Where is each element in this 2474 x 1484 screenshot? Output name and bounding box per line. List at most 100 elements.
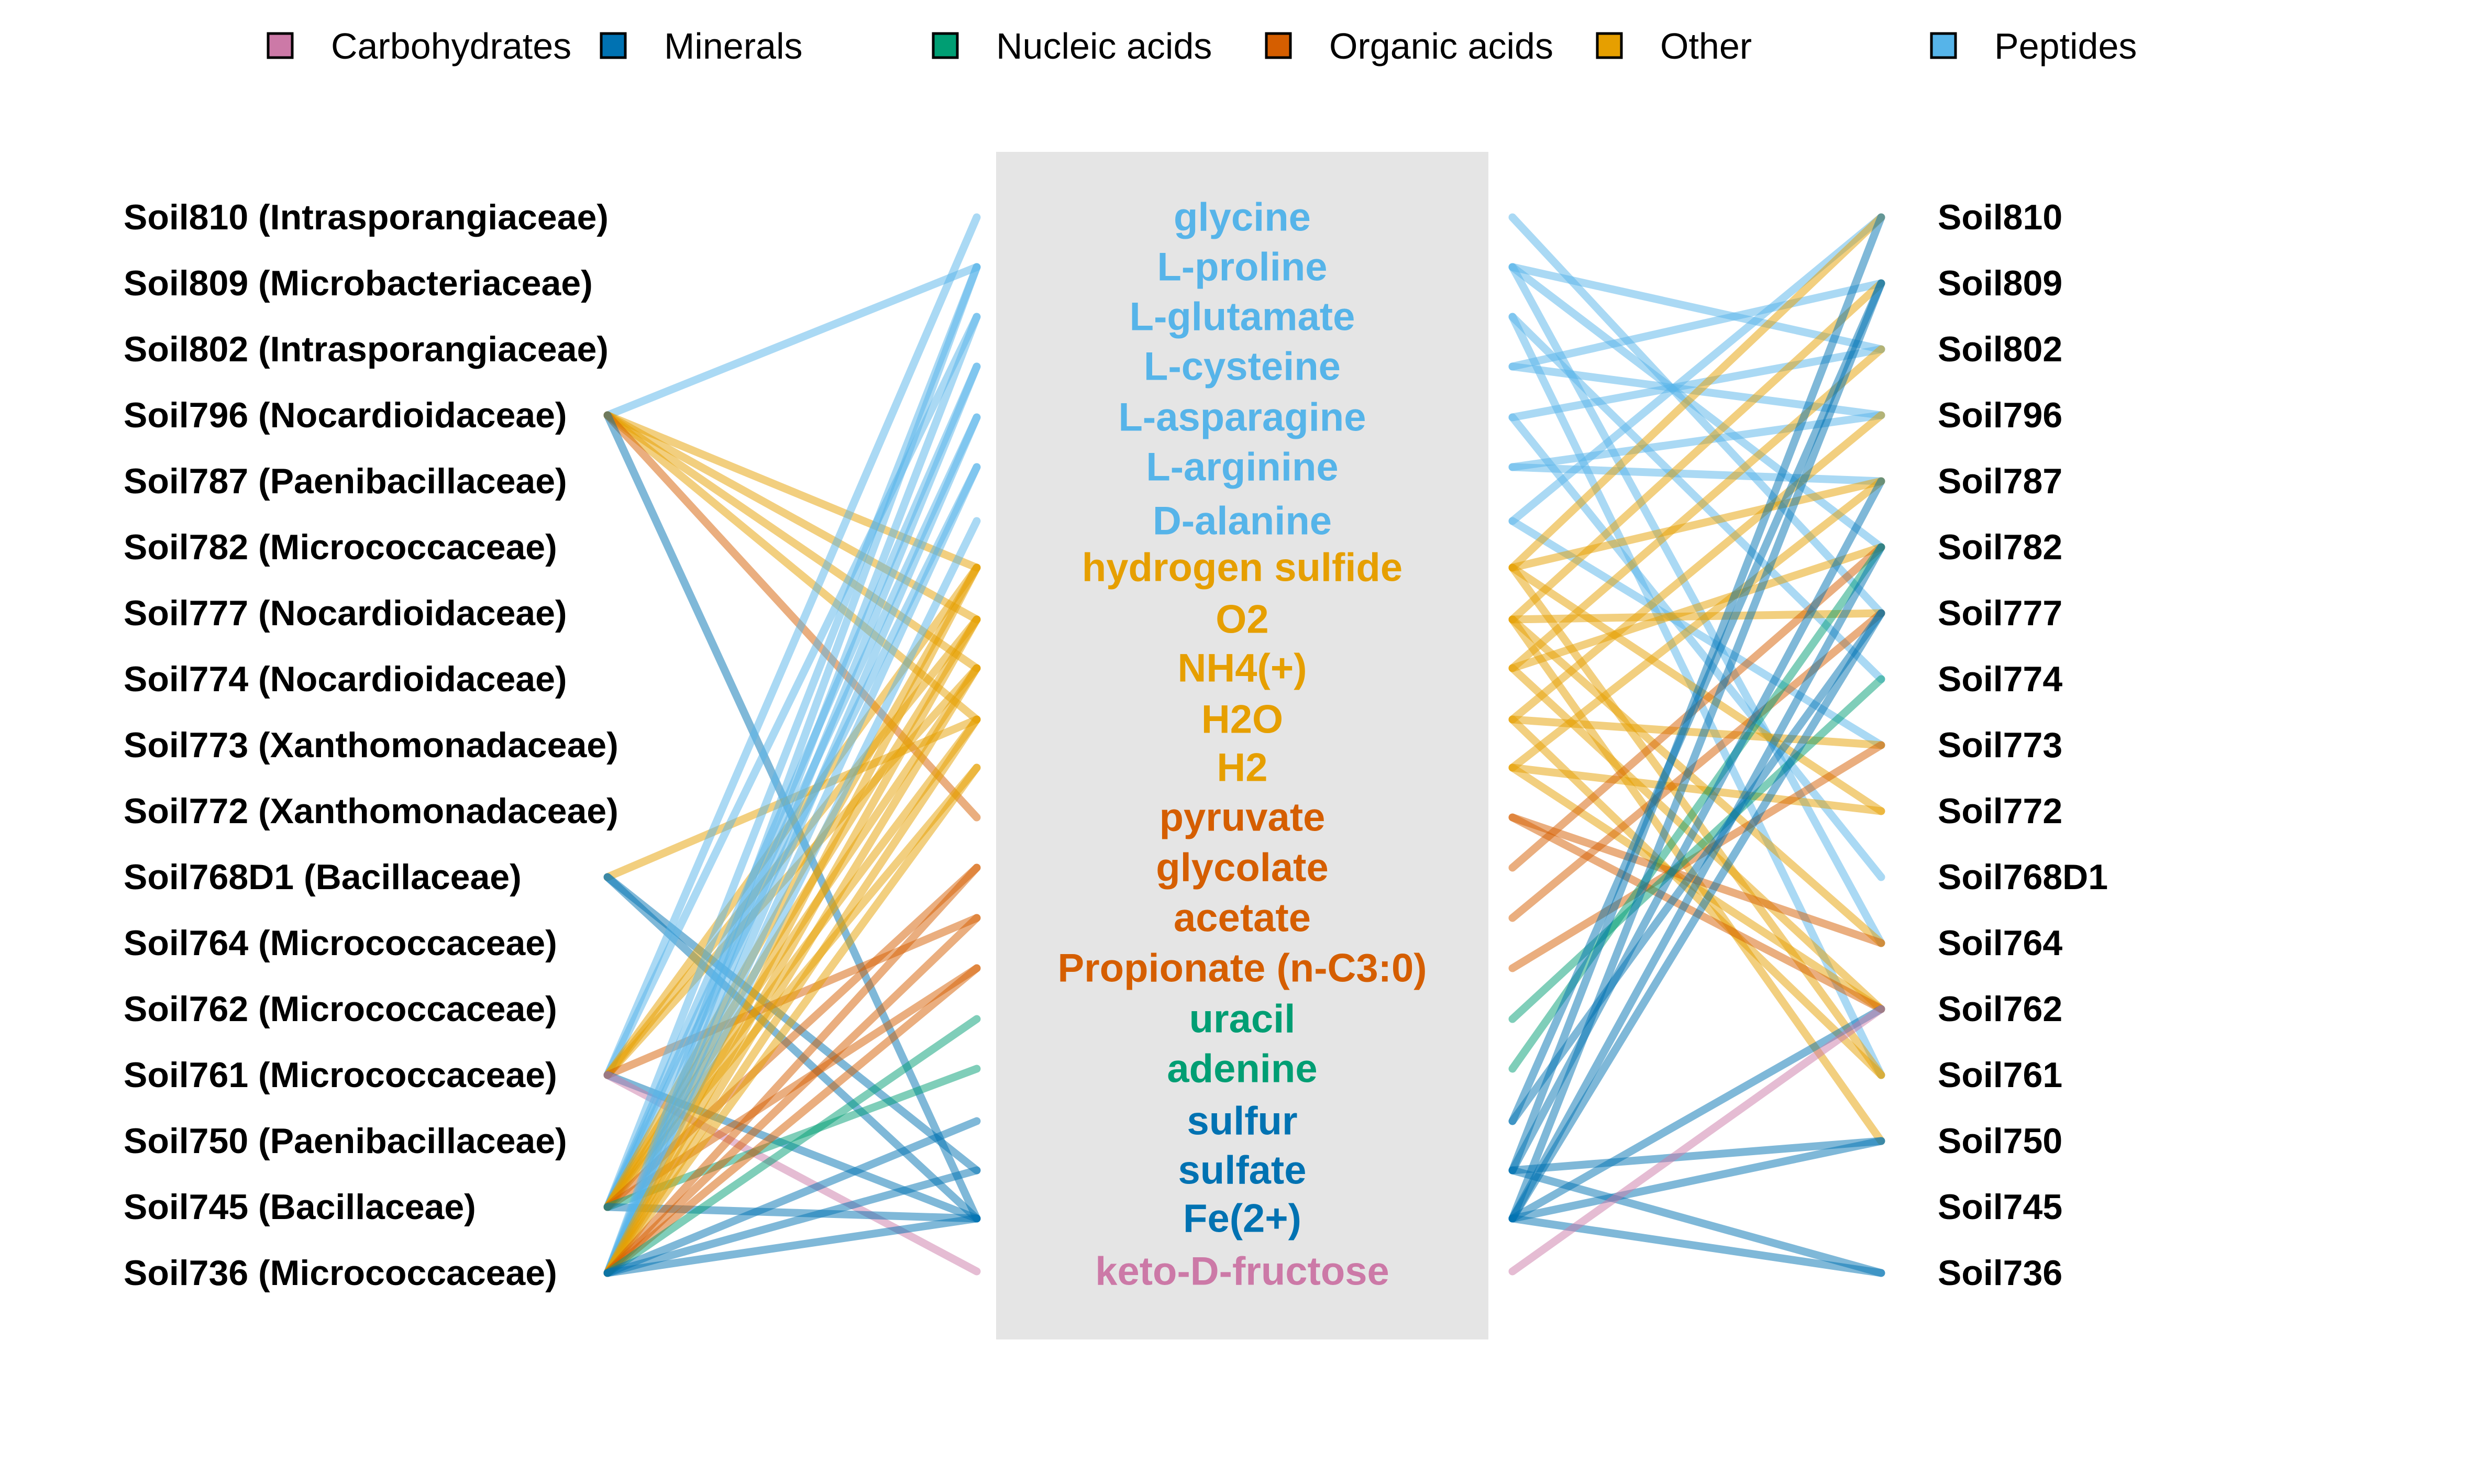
link-soil736-h2 (603, 763, 981, 1277)
right-links (1508, 213, 1885, 1277)
metabolite-acetate: acetate (1174, 896, 1311, 940)
left-label-soil782: Soil782 (Micrococcaceae) (124, 527, 557, 567)
right-label-soil796: Soil796 (1938, 395, 2062, 435)
link-fe-2-soil777 (1508, 609, 1885, 1223)
right-label-soil736: Soil736 (1938, 1253, 2062, 1293)
link-hydrogen-sulfide-soil810 (1508, 213, 1885, 572)
link-soil736-h2o (603, 715, 981, 1277)
link-soil736-nh4 (603, 664, 981, 1277)
metabolite-uracil: uracil (1189, 997, 1296, 1042)
left-label-soil777: Soil777 (Nocardioidaceae) (124, 593, 567, 633)
link-fe-2-soil762 (1508, 1005, 1885, 1223)
link-l-cysteine-soil809 (1508, 279, 1885, 371)
legend-label-peptides: Peptides (1994, 26, 2137, 67)
link-soil736-fe-2 (603, 1214, 981, 1277)
left-label-soil809: Soil809 (Microbacteriaceae) (124, 263, 593, 303)
metabolite-keto-d-fructose: keto-D-fructose (1095, 1249, 1389, 1294)
right-label-soil774: Soil774 (1938, 659, 2062, 699)
link-sulfate-soil750 (1508, 1137, 1885, 1175)
left-label-soil772: Soil772 (Xanthomonadaceae) (124, 791, 619, 831)
metabolite-propionate-n-c3-0: Propionate (n-C3:0) (1057, 946, 1427, 991)
left-label-soil761: Soil761 (Micrococcaceae) (124, 1055, 557, 1095)
link-d-alanine-soil810 (1508, 213, 1885, 525)
right-label-soil810: Soil810 (1938, 197, 2062, 237)
link-sulfate-soil810 (1508, 213, 1885, 1175)
link-soil796-nh4 (603, 411, 981, 672)
metabolite-l-arginine: L-arginine (1146, 445, 1338, 490)
link-l-asparagine-soil802 (1508, 345, 1885, 422)
legend-label-other: Other (1660, 26, 1752, 67)
link-nh4-soil782 (1508, 543, 1885, 672)
link-soil736-propionate-n-c3-0 (603, 964, 981, 1277)
right-label-soil777: Soil777 (1938, 593, 2062, 633)
left-label-soil774: Soil774 (Nocardioidaceae) (124, 659, 567, 699)
link-soil736-l-arginine (603, 463, 981, 1277)
link-soil736-uracil (603, 1015, 981, 1277)
left-label-soil736: Soil736 (Micrococcaceae) (124, 1253, 557, 1293)
link-propionate-n-c3-0-soil773 (1508, 741, 1885, 972)
metabolite-l-glutamate: L-glutamate (1130, 295, 1355, 339)
link-h2o-soil796 (1508, 411, 1885, 724)
metabolite-sulfate: sulfate (1178, 1148, 1307, 1193)
right-label-soil782: Soil782 (1938, 527, 2062, 567)
right-label-soil764: Soil764 (1938, 923, 2062, 963)
right-label-soil809: Soil809 (1938, 263, 2062, 303)
legend-label-carbohydrates: Carbohydrates (331, 26, 571, 67)
link-soil736-hydrogen-sulfide (603, 563, 981, 1277)
metabolite-l-cysteine: L-cysteine (1144, 345, 1341, 389)
metabolite-glycine: glycine (1174, 195, 1311, 240)
metabolite-o2: O2 (1216, 597, 1268, 642)
legend-swatch-minerals (600, 32, 627, 59)
right-strain-labels: Soil810 Soil809 Soil802 Soil796 Soil787 Soil7… (1938, 197, 2108, 1293)
metabolite-nh4: NH4(+) (1177, 646, 1307, 691)
left-label-soil796: Soil796 (Nocardioidaceae) (124, 395, 567, 435)
link-soil761-glycine (603, 213, 981, 1079)
metabolite-hydrogen-sulfide: hydrogen sulfide (1082, 546, 1402, 590)
metabolite-d-alanine: D-alanine (1153, 499, 1332, 544)
link-hydrogen-sulfide-soil787 (1508, 477, 1885, 572)
metabolite-l-proline: L-proline (1157, 245, 1327, 290)
right-label-soil768d1: Soil768D1 (1938, 857, 2108, 897)
link-l-proline-soil782 (1508, 263, 1885, 551)
link-soil796-l-proline (603, 263, 981, 419)
link-fe-2-soil782 (1508, 543, 1885, 1223)
legend-swatch-nucleic-acids (932, 32, 959, 59)
legend-swatch-peptides (1930, 32, 1957, 59)
metabolite-fe-2: Fe(2+) (1183, 1197, 1301, 1241)
left-label-soil762: Soil762 (Micrococcaceae) (124, 989, 557, 1029)
link-h2-soil787 (1508, 477, 1885, 772)
metabolite-pyruvate: pyruvate (1159, 795, 1326, 840)
link-fe-2-soil750 (1508, 1137, 1885, 1223)
metabolite-h2: H2 (1217, 746, 1267, 790)
legend-swatch-organic-acids (1265, 32, 1292, 59)
left-label-soil768d1: Soil768D1 (Bacillaceae) (124, 857, 522, 897)
left-label-soil787: Soil787 (Paenibacillaceae) (124, 461, 567, 501)
legend-label-organic-acids: Organic acids (1329, 26, 1553, 67)
link-uracil-soil774 (1508, 675, 1885, 1023)
right-label-soil802: Soil802 (1938, 329, 2062, 369)
metabolite-panel (996, 152, 1488, 1339)
right-label-soil787: Soil787 (1938, 461, 2062, 501)
right-label-soil750: Soil750 (1938, 1121, 2062, 1161)
left-label-soil773: Soil773 (Xanthomonadaceae) (124, 725, 619, 765)
metabolite-labels: glycine L-proline L-glutamate L-cysteine L-a… (1057, 195, 1427, 1294)
link-soil736-o2 (603, 615, 981, 1277)
left-label-soil810: Soil810 (Intrasporangiaceae) (124, 197, 609, 237)
left-label-soil745: Soil745 (Bacillaceae) (124, 1187, 476, 1227)
right-label-soil745: Soil745 (1938, 1187, 2062, 1227)
right-label-soil772: Soil772 (1938, 791, 2062, 831)
link-fe-2-soil809 (1508, 279, 1885, 1223)
link-soil736-acetate (603, 914, 981, 1277)
legend-label-minerals: Minerals (664, 26, 803, 67)
metabolite-glycolate: glycolate (1156, 846, 1328, 890)
left-label-soil750: Soil750 (Paenibacillaceae) (124, 1121, 567, 1161)
metabolite-adenine: adenine (1167, 1047, 1317, 1091)
link-o2-soil809 (1508, 279, 1885, 624)
legend-swatch-carbohydrates (267, 32, 294, 59)
right-label-soil761: Soil761 (1938, 1055, 2062, 1095)
metabolite-l-asparagine: L-asparagine (1118, 395, 1366, 440)
link-nh4-soil802 (1508, 345, 1885, 672)
left-strain-labels: Soil810 (Intrasporangiaceae) Soil809 (Mic… (124, 197, 619, 1293)
link-soil796-pyruvate (603, 411, 981, 822)
